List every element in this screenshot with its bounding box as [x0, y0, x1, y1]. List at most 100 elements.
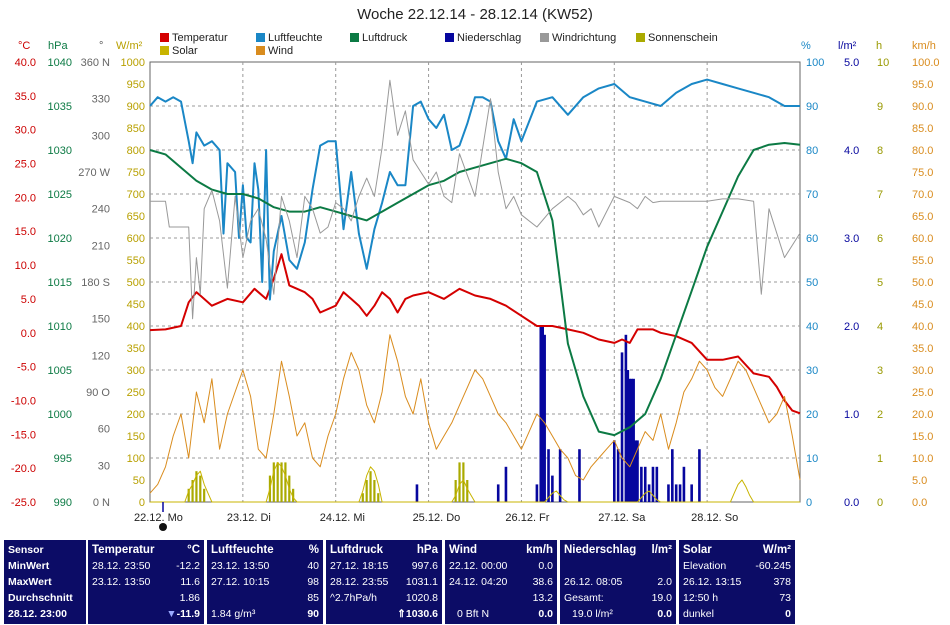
bar-sonnenschein: [454, 480, 457, 502]
pressure-axis-tick-label: 1000: [48, 409, 72, 421]
solar-max: 378: [773, 576, 791, 588]
legend-label: Solar: [172, 45, 198, 57]
humidity-axis-tick-label: 0: [806, 497, 812, 509]
wind-current: 0.0: [538, 608, 553, 620]
sunshine-axis-tick-label: 10: [877, 57, 889, 69]
bar-sonnenschein: [203, 488, 206, 502]
bar-sonnenschein: [365, 480, 368, 502]
rain-current: 0.0: [657, 608, 672, 620]
solar-axis-tick-label: 100: [127, 453, 145, 465]
bar-niederschlag: [626, 370, 630, 502]
legend-swatch: [256, 33, 265, 42]
solar-header: Solar: [683, 544, 712, 556]
row-label-min: MinWert: [8, 560, 50, 572]
solar-axis-tick-label: 500: [127, 277, 145, 289]
bar-niederschlag: [674, 484, 678, 502]
bar-sonnenschein: [199, 475, 202, 502]
pressure-unit-label: hPa: [48, 40, 68, 52]
temperature-panel: Temperatur °C 28.12. 23:50 -12.2 23.12. 13…: [88, 540, 204, 624]
row-label-avg: Durchschnitt: [8, 592, 73, 604]
solar-axis-tick-label: 350: [127, 343, 145, 355]
solar-axis-tick-label: 550: [127, 255, 145, 267]
solar-axis-tick-label: 200: [127, 409, 145, 421]
solar-axis-tick-label: 50: [133, 475, 145, 487]
series-line-wind: [149, 334, 801, 494]
rain-unit-label: l/m²: [838, 40, 857, 52]
legend-label: Sonnenschein: [648, 32, 718, 44]
humidity-current: 90: [307, 608, 319, 620]
bar-niederschlag: [543, 334, 546, 502]
x-tick-label: 26.12. Fr: [505, 512, 549, 524]
trend-down-icon: ▼: [166, 608, 177, 620]
direction-axis-tick-label: 30: [98, 460, 110, 472]
bar-niederschlag: [496, 484, 500, 502]
pressure-max-time: 28.12. 23:55: [330, 576, 389, 588]
pressure-axis-tick-label: 1015: [48, 277, 72, 289]
x-tick-label: 28.12. So: [691, 512, 738, 524]
wind-unit-label: km/h: [912, 40, 936, 52]
wind-axis-tick-label: 15.0: [912, 431, 933, 443]
bar-niederschlag: [630, 378, 633, 502]
bar-niederschlag: [616, 449, 620, 502]
solar-axis-tick-label: 450: [127, 299, 145, 311]
temperature-min-time: 28.12. 23:50: [92, 560, 151, 572]
legend-item: Solar: [160, 45, 198, 57]
direction-axis-tick-label: 360 N: [81, 57, 110, 69]
legend-swatch: [445, 33, 454, 42]
weather-chart: 40.035.030.025.020.015.010.05.00.0-5.0-1…: [11, 57, 940, 531]
temperature-max-time: 23.12. 13:50: [92, 576, 151, 588]
rain-panel: Niederschlag l/m² 26.12. 08:05 2.0 Gesamt:…: [560, 540, 676, 624]
sunshine-axis-tick-label: 4: [877, 321, 883, 333]
rain-unit: l/m²: [651, 544, 672, 556]
temperature-axis-tick-label: 35.0: [15, 91, 36, 103]
pressure-trend: ^2.7hPa/h: [330, 592, 377, 604]
wind-beaufort: 0 Bft N: [457, 608, 490, 620]
temperature-axis-tick-label: 15.0: [15, 226, 36, 238]
bar-sonnenschein: [280, 462, 283, 502]
wind-axis-tick-label: 80.0: [912, 145, 933, 157]
wind-axis-tick-label: 45.0: [912, 299, 933, 311]
rain-axis-tick-label: 0.0: [844, 497, 859, 509]
wind-max-time: 24.12. 04:20: [449, 576, 508, 588]
solar-sun-hours: 12:50 h: [683, 592, 719, 604]
legend-swatch: [160, 46, 169, 55]
temperature-axis-tick-label: -25.0: [11, 497, 36, 509]
temperature-axis-tick-label: 30.0: [15, 125, 36, 137]
bar-niederschlag: [655, 466, 659, 502]
sunshine-axis-tick-label: 5: [877, 277, 883, 289]
bar-niederschlag: [671, 449, 674, 502]
temperature-current: -11.9: [176, 608, 200, 620]
temperature-axis-tick-label: -20.0: [11, 463, 36, 475]
chart-x-labels: 22.12. Mo 23.12. Di 24.12. Mi 25.12. Do 26.1…: [134, 502, 738, 531]
wind-min-time: 22.12. 00:00: [449, 560, 508, 572]
temperature-axis-tick-label: 25.0: [15, 159, 36, 171]
humidity-avg: 85: [307, 592, 319, 604]
sunshine-axis-tick-label: 8: [877, 145, 883, 157]
wind-unit: km/h: [526, 544, 553, 556]
wind-avg: 13.2: [532, 592, 553, 604]
bar-sonnenschein: [284, 462, 287, 502]
legend-item: Luftfeuchte: [256, 32, 322, 44]
humidity-axis-tick-label: 90: [806, 101, 818, 113]
solar-max-time: 26.12. 13:15: [683, 576, 742, 588]
direction-unit-label: °: [99, 40, 104, 52]
bar-niederschlag: [647, 484, 651, 502]
rain-total: 19.0: [651, 592, 672, 604]
humidity-max: 98: [307, 576, 319, 588]
solar-unit-label: W/m²: [116, 40, 143, 52]
bar-sonnenschein: [458, 462, 461, 502]
humidity-max-time: 27.12. 10:15: [211, 576, 270, 588]
wind-axis-tick-label: 5.0: [912, 475, 927, 487]
bar-sonnenschein: [191, 480, 194, 502]
rain-total-label: Gesamt:: [564, 592, 604, 604]
temperature-axis-tick-label: 10.0: [15, 260, 36, 272]
direction-axis-tick-label: 270 W: [78, 167, 110, 179]
direction-axis-tick-label: 90 O: [86, 387, 110, 399]
solar-axis-tick-label: 950: [127, 79, 145, 91]
solar-axis-tick-label: 250: [127, 387, 145, 399]
bar-niederschlag: [624, 334, 628, 502]
bar-sonnenschein: [276, 462, 279, 502]
summary-table: Sensor MinWert MaxWert Durchschnitt 28.1…: [0, 540, 950, 625]
pressure-min: 997.6: [411, 560, 438, 572]
legend-label: Luftdruck: [362, 32, 408, 44]
